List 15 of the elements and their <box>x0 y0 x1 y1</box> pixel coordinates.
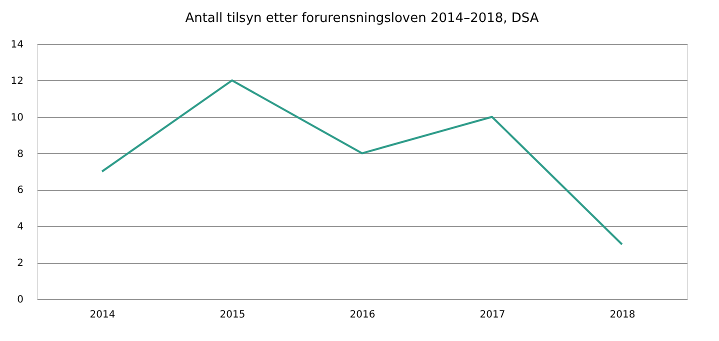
y-tick-label: 0 <box>17 294 24 306</box>
y-tick-label: 4 <box>17 222 24 233</box>
y-tick-label: 2 <box>17 258 24 270</box>
x-tick-label: 2014 <box>90 310 116 320</box>
x-tick-label: 2015 <box>220 310 246 320</box>
x-tick-label: 2017 <box>480 310 506 320</box>
line-series <box>101 79 623 246</box>
y-tick-label: 8 <box>17 148 24 160</box>
x-tick-label: 2016 <box>350 310 376 320</box>
y-tick-label: 10 <box>10 112 24 124</box>
y-tick-label: 12 <box>10 76 24 87</box>
y-tick-label: 6 <box>17 185 24 196</box>
chart-title: Antall tilsyn etter forurensningsloven 2014–2018, DSA <box>185 11 539 26</box>
x-tick-label: 2018 <box>610 310 636 320</box>
y-tick-label: 14 <box>10 40 24 50</box>
